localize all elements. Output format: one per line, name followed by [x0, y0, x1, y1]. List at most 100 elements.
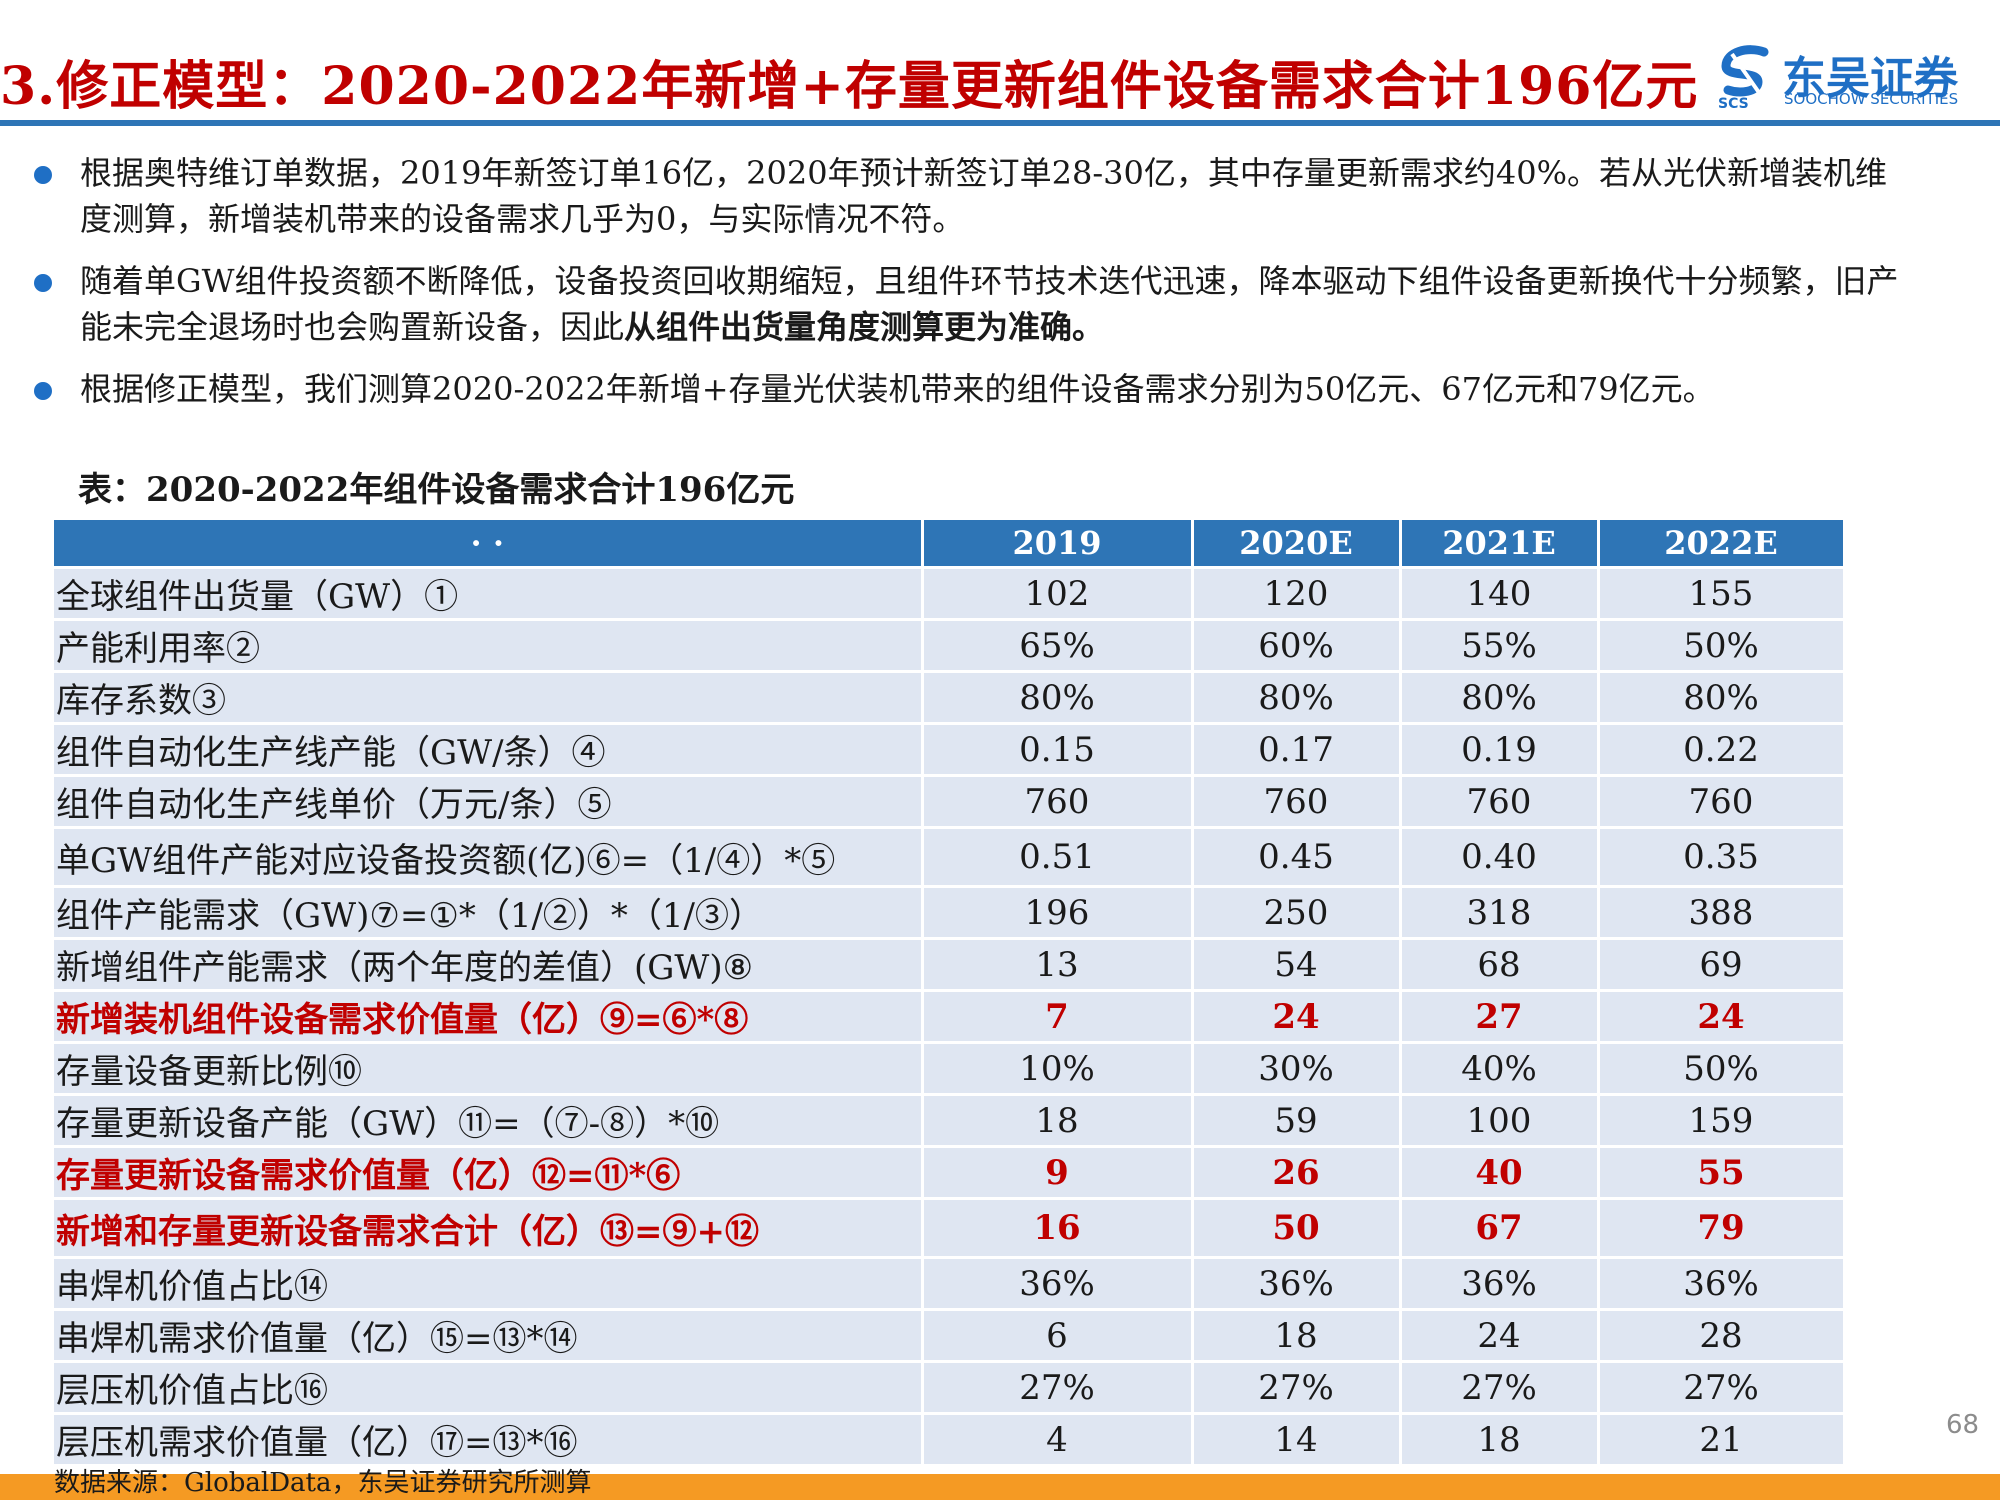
cell-value: 16 [922, 1198, 1194, 1259]
header-corner: · · [54, 520, 924, 569]
bullet-bold-text: 从组件出货量角度测算更为准确。 [624, 308, 1105, 346]
bullet-dot-icon [34, 382, 52, 400]
cell-value: 36% [922, 1257, 1194, 1311]
header-year: 2022E [1598, 520, 1846, 569]
cell-value: 26 [1192, 1146, 1402, 1200]
row-label: 层压机价值占比⑯ [54, 1361, 924, 1415]
cell-value: 0.15 [922, 723, 1194, 777]
cell-value: 80% [1192, 671, 1402, 725]
cell-value: 79 [1598, 1198, 1846, 1259]
table-row: 新增装机组件设备需求价值量（亿）⑨=⑥*⑧ 7 24 27 24 [54, 990, 1846, 1044]
cell-value: 6 [922, 1309, 1194, 1363]
row-label: 存量更新设备产能（GW）⑪=（⑦-⑧）*⑩ [54, 1094, 924, 1148]
cell-value: 250 [1192, 886, 1402, 940]
cell-value: 36% [1598, 1257, 1846, 1311]
table-caption: 表：2020-2022年组件设备需求合计196亿元 [78, 470, 795, 510]
cell-value: 50% [1598, 619, 1846, 673]
header-year: 2020E [1192, 520, 1402, 569]
cell-value: 50 [1192, 1198, 1402, 1259]
cell-value: 100 [1400, 1094, 1600, 1148]
header-year: 2021E [1400, 520, 1600, 569]
cell-value: 36% [1400, 1257, 1600, 1311]
row-label: 组件自动化生产线产能（GW/条）④ [54, 723, 924, 777]
cell-value: 40 [1400, 1146, 1600, 1200]
cell-value: 27% [1192, 1361, 1402, 1415]
cell-value: 196 [922, 886, 1194, 940]
cell-value: 0.40 [1400, 827, 1600, 888]
table-row: 组件产能需求（GW)⑦=①*（1/②）*（1/③） 196 250 318 388 [54, 886, 1846, 940]
cell-value: 9 [922, 1146, 1194, 1200]
cell-value: 28 [1598, 1309, 1846, 1363]
table-row: 串焊机价值占比⑭ 36% 36% 36% 36% [54, 1257, 1846, 1311]
table-row: 产能利用率② 65% 60% 55% 50% [54, 619, 1846, 673]
bullet-item-1: 根据奥特维订单数据，2019年新签订单16亿，2020年预计新签订单28-30亿… [30, 150, 1910, 242]
row-label: 串焊机需求价值量（亿）⑮=⑬*⑭ [54, 1309, 924, 1363]
cell-value: 80% [922, 671, 1194, 725]
row-label: 存量设备更新比例⑩ [54, 1042, 924, 1096]
row-label: 存量更新设备需求价值量（亿）⑫=⑪*⑥ [54, 1146, 924, 1200]
row-label: 组件产能需求（GW)⑦=①*（1/②）*（1/③） [54, 886, 924, 940]
table-row: 存量更新设备需求价值量（亿）⑫=⑪*⑥ 9 26 40 55 [54, 1146, 1846, 1200]
cell-value: 760 [1192, 775, 1402, 829]
bullet-item-3: 根据修正模型，我们测算2020-2022年新增+存量光伏装机带来的组件设备需求分… [30, 366, 1910, 412]
logo-mark-icon [1721, 45, 1769, 97]
table-row: 单GW组件产能对应设备投资额(亿)⑥=（1/④）*⑤ 0.51 0.45 0.40 0.… [54, 827, 1846, 888]
cell-value: 54 [1192, 938, 1402, 992]
data-source: 数据来源：GlobalData，东吴证券研究所测算 [54, 1468, 592, 1498]
cell-value: 760 [1598, 775, 1846, 829]
footer-bar [0, 1474, 2000, 1500]
cell-value: 0.51 [922, 827, 1194, 888]
cell-value: 760 [1400, 775, 1600, 829]
cell-value: 18 [1400, 1413, 1600, 1467]
table-row: 全球组件出货量（GW）① 102 120 140 155 [54, 567, 1846, 621]
row-label: 层压机需求价值量（亿）⑰=⑬*⑯ [54, 1413, 924, 1467]
cell-value: 0.17 [1192, 723, 1402, 777]
table-row: 新增和存量更新设备需求合计（亿）⑬=⑨+⑫ 16 50 67 79 [54, 1198, 1846, 1259]
cell-value: 102 [922, 567, 1194, 621]
logo-english-name: SOOCHOW SECURITIES [1784, 90, 1959, 108]
cell-value: 155 [1598, 567, 1846, 621]
table-row: 层压机需求价值量（亿）⑰=⑬*⑯ 4 14 18 21 [54, 1413, 1846, 1467]
cell-value: 80% [1400, 671, 1600, 725]
cell-value: 80% [1598, 671, 1846, 725]
table-row: 库存系数③ 80% 80% 80% 80% [54, 671, 1846, 725]
company-logo: SCS 东吴证券 SOOCHOW SECURITIES [1718, 42, 1980, 112]
cell-value: 18 [1192, 1309, 1402, 1363]
cell-value: 60% [1192, 619, 1402, 673]
bullet-dot-icon [34, 166, 52, 184]
cell-value: 0.35 [1598, 827, 1846, 888]
cell-value: 27% [1598, 1361, 1846, 1415]
cell-value: 59 [1192, 1094, 1402, 1148]
logo-abbr: SCS [1718, 96, 1749, 112]
bullet-text: 随着单GW组件投资额不断降低，设备投资回收期缩短，且组件环节技术迭代迅速，降本驱… [80, 262, 1899, 346]
bullet-list: 根据奥特维订单数据，2019年新签订单16亿，2020年预计新签订单28-30亿… [30, 150, 1910, 428]
row-label: 新增组件产能需求（两个年度的差值）(GW)⑧ [54, 938, 924, 992]
cell-value: 69 [1598, 938, 1846, 992]
cell-value: 65% [922, 619, 1194, 673]
table-row: 组件自动化生产线单价（万元/条）⑤ 760 760 760 760 [54, 775, 1846, 829]
cell-value: 7 [922, 990, 1194, 1044]
cell-value: 68 [1400, 938, 1600, 992]
table-row: 新增组件产能需求（两个年度的差值）(GW)⑧ 13 54 68 69 [54, 938, 1846, 992]
cell-value: 10% [922, 1042, 1194, 1096]
cell-value: 27% [922, 1361, 1194, 1415]
cell-value: 0.45 [1192, 827, 1402, 888]
cell-value: 24 [1400, 1309, 1600, 1363]
cell-value: 24 [1192, 990, 1402, 1044]
cell-value: 4 [922, 1413, 1194, 1467]
cell-value: 55 [1598, 1146, 1846, 1200]
bullet-item-2: 随着单GW组件投资额不断降低，设备投资回收期缩短，且组件环节技术迭代迅速，降本驱… [30, 258, 1910, 350]
table-row: 存量设备更新比例⑩ 10% 30% 40% 50% [54, 1042, 1846, 1096]
cell-value: 0.22 [1598, 723, 1846, 777]
cell-value: 760 [922, 775, 1194, 829]
cell-value: 318 [1400, 886, 1600, 940]
cell-value: 30% [1192, 1042, 1402, 1096]
table-row: 组件自动化生产线产能（GW/条）④ 0.15 0.17 0.19 0.22 [54, 723, 1846, 777]
cell-value: 27 [1400, 990, 1600, 1044]
cell-value: 40% [1400, 1042, 1600, 1096]
logo-chinese-name: 东吴证券 [1782, 53, 1958, 104]
cell-value: 159 [1598, 1094, 1846, 1148]
row-label: 库存系数③ [54, 671, 924, 725]
cell-value: 67 [1400, 1198, 1600, 1259]
cell-value: 14 [1192, 1413, 1402, 1467]
